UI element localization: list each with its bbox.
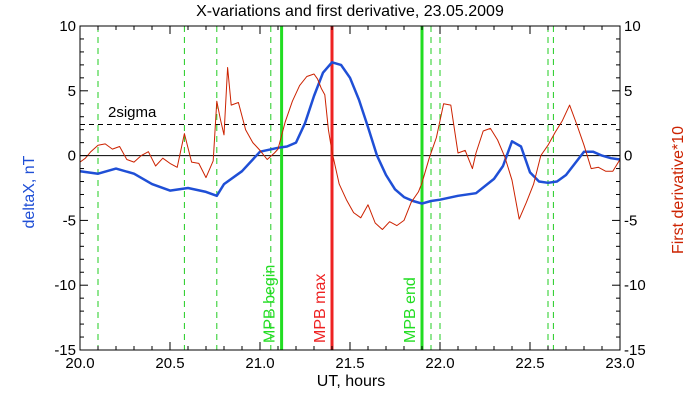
threshold-label: 2sigma (108, 104, 157, 121)
x-tick-label-1: 20.5 (155, 355, 184, 372)
marker-label-2: MPB end (402, 277, 419, 343)
y-tick-label-right-2: 0 (624, 148, 632, 165)
series-line-deltax (79, 61, 621, 205)
x-tick-label-4: 22.0 (425, 355, 454, 372)
reference-lines (80, 123, 620, 157)
x-tick-label-2: 21.0 (245, 355, 274, 372)
y-tick-label-left-2: 0 (68, 148, 76, 165)
series-lines (79, 61, 621, 230)
x-axis-label: UT, hours (317, 373, 385, 390)
y-axis-label-left: deltaX, nT (21, 155, 38, 228)
x-tick-label-6: 23.0 (605, 355, 634, 372)
y-tick-label-right-0: 10 (624, 18, 641, 35)
series-line-derivative (79, 67, 621, 230)
y-axis-label-right: First derivative*10 (670, 126, 687, 254)
y-tick-label-left-5: -15 (54, 342, 76, 359)
y-tick-label-left-0: 10 (59, 18, 76, 35)
chart-title: X-variations and first derivative, 23.05… (196, 3, 504, 20)
vertical-markers: MPB begin MPB max MPB end (97, 26, 554, 350)
y-tick-label-right-4: -10 (624, 277, 646, 294)
y-tick-label-left-4: -10 (54, 277, 76, 294)
marker-label-1: MPB max (312, 274, 329, 343)
x-tick-label-3: 21.5 (335, 355, 364, 372)
x-tick-label-5: 22.5 (515, 355, 544, 372)
x-tick-label-0: 20.0 (65, 355, 94, 372)
y-tick-label-right-5: -15 (624, 342, 646, 359)
y-tick-label-left-3: -5 (63, 212, 76, 229)
y-tick-label-left-1: 5 (68, 83, 76, 100)
y-tick-label-right-3: -5 (624, 212, 637, 229)
y-tick-label-right-1: 5 (624, 83, 632, 100)
axes: 20.0 20.5 21.0 21.5 22.0 22.5 23.0 10 10 5 5 0 0 -5 -5… (54, 18, 645, 372)
marker-label-0: MPB begin (262, 265, 279, 343)
